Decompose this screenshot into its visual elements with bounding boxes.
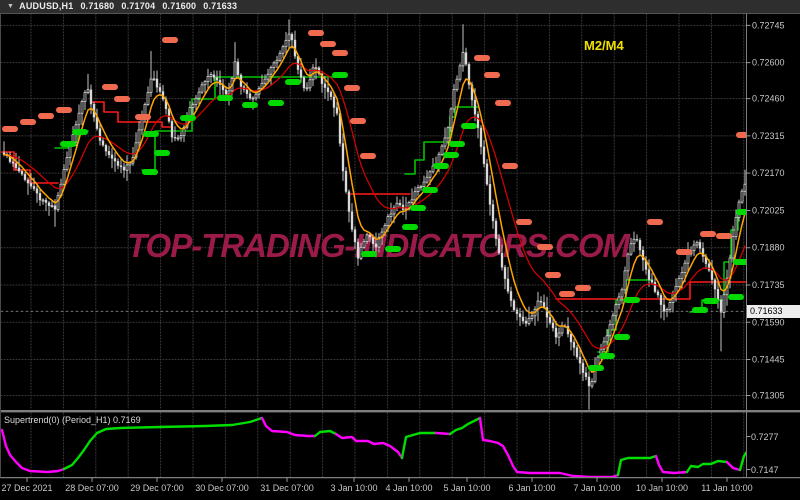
price-tick-label: 0.72170 [752,168,785,178]
price-tick-label: 0.71305 [752,391,785,401]
time-tick-label: 28 Dec 07:00 [65,483,119,493]
time-tick-label: 31 Dec 07:00 [260,483,314,493]
candles [2,19,746,410]
price-tick-label: 0.72315 [752,131,785,141]
time-tick-label: 10 Jan 10:00 [636,483,688,493]
time-tick-label: 11 Jan 10:00 [701,483,752,493]
price-tick-label: 0.71590 [752,317,785,327]
time-tick-label: 30 Dec 07:00 [195,483,249,493]
supertrend-indicator-label: Supertrend(0) (Period_H1) 0.7169 [4,415,141,425]
chart-title-bar: ▼ AUDUSD,H1 0.71680 0.71704 0.71600 0.71633 [0,0,800,13]
price-tick-label: 0.71445 [752,355,785,365]
time-tick-label: 3 Jan 10:00 [330,483,377,493]
sub-scale-bottom: 0.7147 [751,465,779,475]
main-plot[interactable] [1,19,752,410]
time-tick-label: 7 Jan 10:00 [573,483,620,493]
timeframe-annotation: M2/M4 [584,38,624,53]
price-tick-label: 0.72025 [752,205,785,215]
time-tick-label: 27 Dec 2021 [1,483,52,493]
supertrend-subwindow[interactable] [1,416,748,477]
price-tick-label: 0.72460 [752,94,785,104]
current-price-marker: 0.71633 [747,305,800,318]
sub-scale-top: 0.7277 [751,432,779,442]
time-axis[interactable]: 27 Dec 2021 28 Dec 07:00 29 Dec 07:00 30 De… [1,477,753,493]
price-tick-label: 0.71735 [752,280,785,290]
time-tick-label: 4 Jan 10:00 [385,483,432,493]
ohlc-low: 0.71600 [162,1,197,11]
price-tick-label: 0.71880 [752,243,785,253]
signal-dashes [2,30,746,371]
ohlc-close: 0.71633 [203,1,238,11]
price-tick-label: 0.72600 [752,58,785,68]
window-frame [0,13,800,479]
collapse-triangle-icon[interactable]: ▼ [7,3,15,10]
ohlc-high: 0.71704 [121,1,156,11]
ohlc-open: 0.71680 [80,1,115,11]
time-tick-label: 6 Jan 10:00 [508,483,555,493]
price-axis[interactable]: 0.72745 0.72600 0.72460 0.72315 0.72170 0.720… [746,20,785,470]
symbol-period-label: AUDUSD,H1 [19,1,74,11]
time-tick-label: 5 Jan 10:00 [443,483,490,493]
time-tick-label: 29 Dec 07:00 [130,483,184,493]
price-tick-label: 0.72745 [752,20,785,30]
